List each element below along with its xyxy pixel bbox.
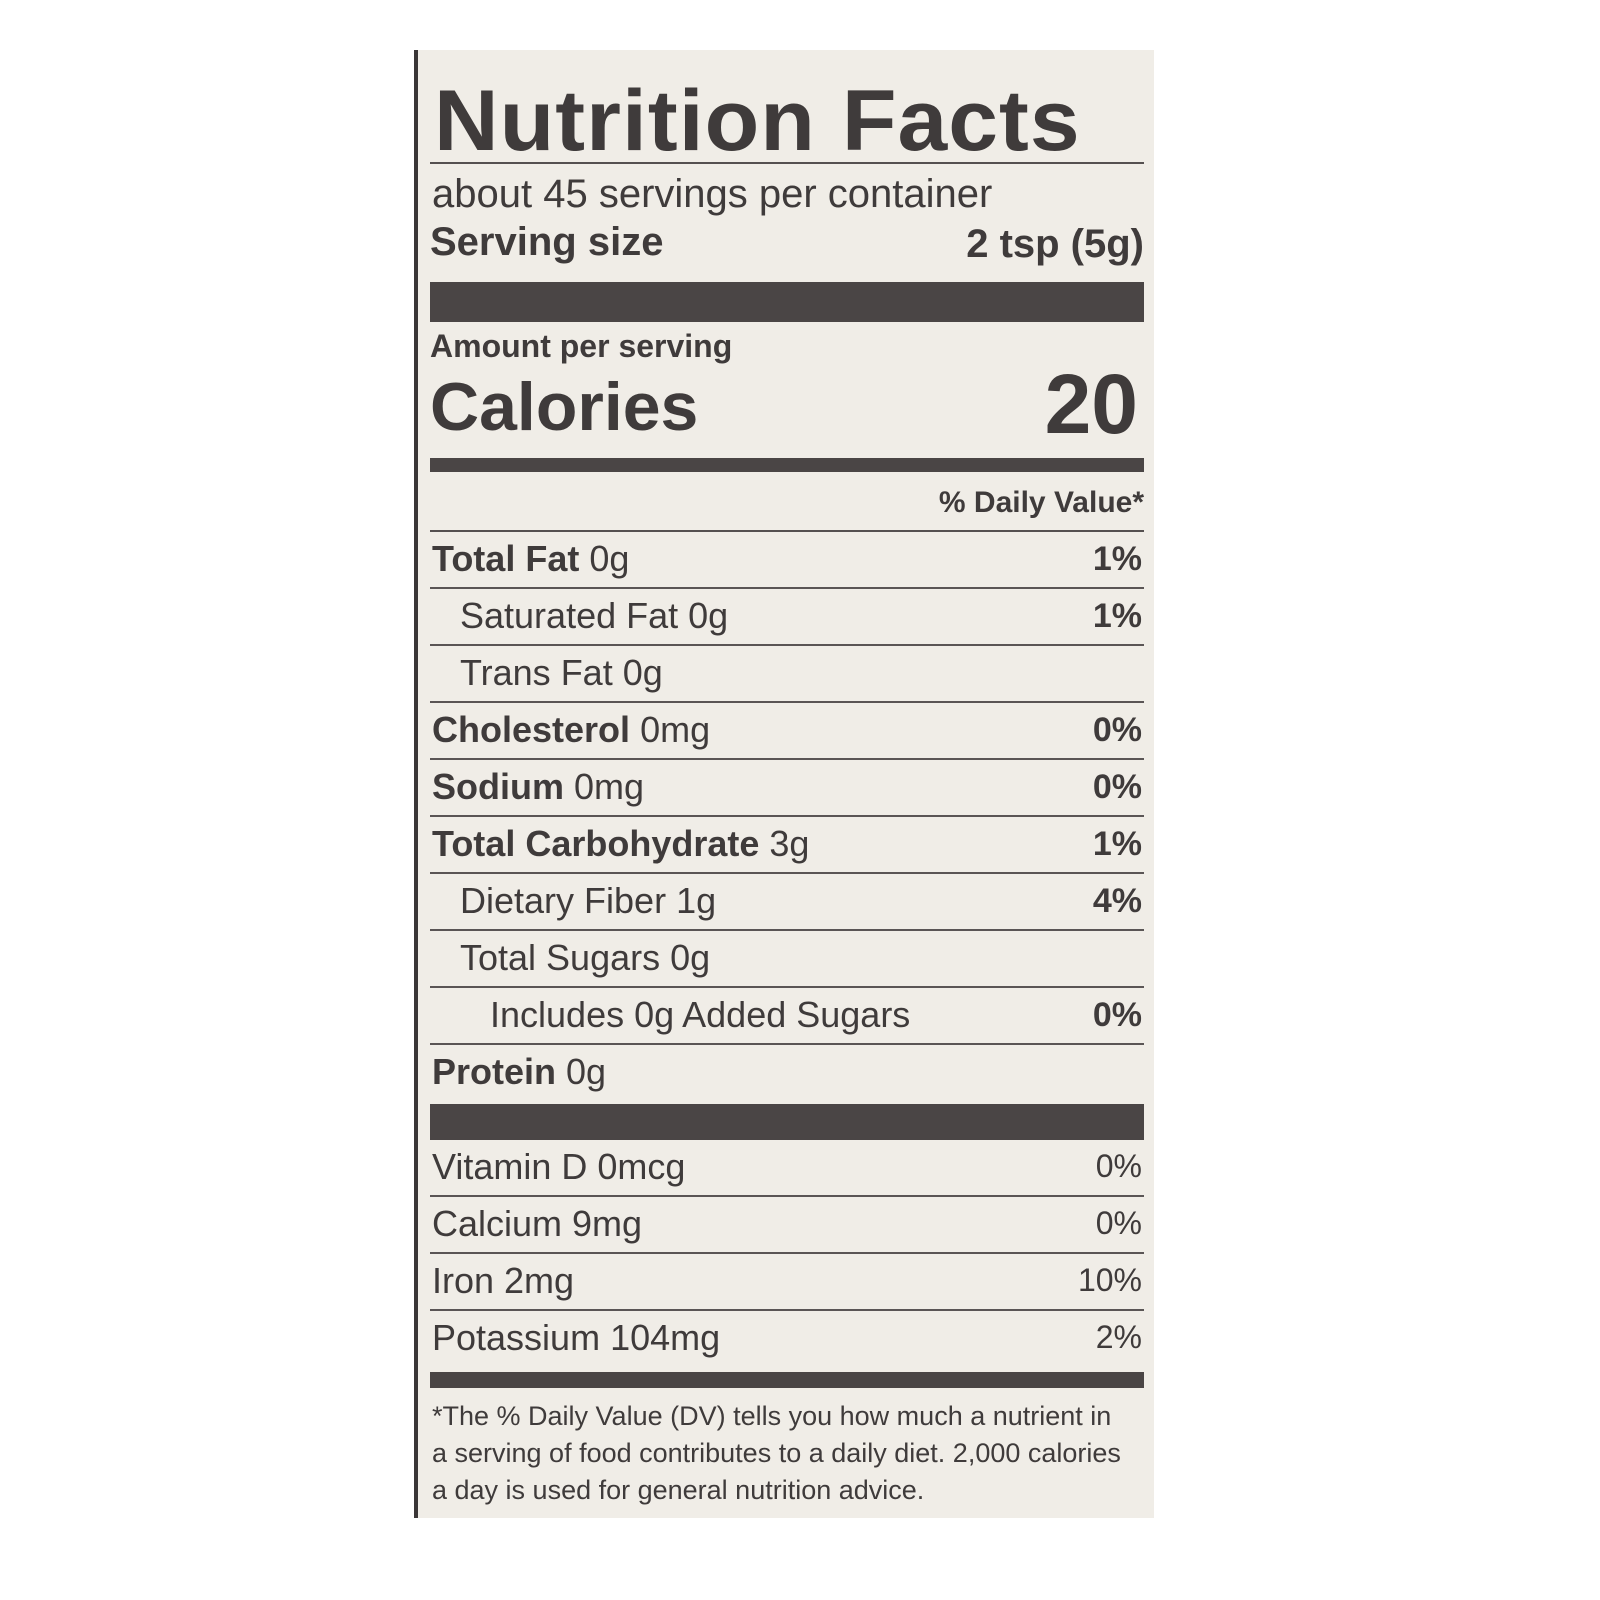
nutrient-label: Trans Fat bbox=[460, 652, 613, 693]
calories-value: 20 bbox=[1044, 357, 1138, 451]
thick-divider bbox=[430, 282, 1144, 322]
nutrient-amount: 0g bbox=[688, 595, 729, 636]
nutrient-name: Protein 0g bbox=[432, 1051, 606, 1093]
nutrient-name: Sodium 0mg bbox=[432, 766, 644, 808]
vitamin-daily-value: 0% bbox=[1095, 1148, 1142, 1184]
nutrient-amount: 0g bbox=[589, 538, 630, 579]
nutrient-row: Total Carbohydrate 3g 1% bbox=[430, 817, 1144, 874]
nutrient-row: Dietary Fiber 1g 4% bbox=[430, 874, 1144, 931]
nutrient-label: Dietary Fiber bbox=[460, 880, 667, 921]
serving-size-label: Serving size bbox=[430, 220, 664, 264]
footnote: *The % Daily Value (DV) tells you how mu… bbox=[432, 1401, 1121, 1505]
nutrient-name: Total Fat 0g bbox=[432, 538, 629, 580]
nutrient-daily-value: 0% bbox=[1092, 711, 1142, 749]
nutrient-amount: 0mg bbox=[574, 766, 645, 807]
serving-size-value: 2 tsp (5g) bbox=[966, 222, 1144, 266]
nutrient-name: Total Carbohydrate 3g bbox=[432, 823, 809, 865]
nutrient-label: Saturated Fat bbox=[460, 595, 679, 636]
medium-divider bbox=[430, 458, 1144, 472]
nutrient-amount: 0g bbox=[566, 1051, 607, 1092]
vitamin-row: Iron 2mg 10% bbox=[430, 1254, 1144, 1311]
nutrient-name: Trans Fat 0g bbox=[460, 652, 663, 694]
nutrient-label: Total Fat bbox=[432, 538, 580, 579]
vitamin-name: Potassium 104mg bbox=[432, 1317, 721, 1358]
nutrient-label: Protein bbox=[432, 1051, 557, 1092]
nutrient-row: Total Fat 0g 1% bbox=[430, 532, 1144, 589]
nutrient-row: Trans Fat 0g bbox=[430, 646, 1144, 703]
vitamin-name: Vitamin D 0mcg bbox=[432, 1146, 686, 1187]
nutrient-label: Sodium bbox=[432, 766, 564, 807]
nutrient-daily-value: 4% bbox=[1092, 882, 1142, 920]
calories-label: Calories bbox=[430, 369, 699, 445]
nutrient-amount: 0g bbox=[670, 937, 711, 978]
nutrient-daily-value: 0% bbox=[1092, 996, 1142, 1034]
nutrient-daily-value: 0% bbox=[1092, 768, 1142, 806]
nutrient-label: Cholesterol bbox=[432, 709, 631, 750]
nutrient-row: Total Sugars 0g bbox=[430, 931, 1144, 988]
nutrient-amount: 3g bbox=[769, 823, 810, 864]
divider bbox=[430, 162, 1144, 164]
nutrient-daily-value: 1% bbox=[1092, 540, 1142, 578]
nutrient-row: Includes 0g Added Sugars 0% bbox=[430, 988, 1144, 1045]
amount-per-serving: Amount per serving bbox=[430, 328, 733, 364]
nutrient-label: Total Carbohydrate bbox=[432, 823, 760, 864]
nutrient-daily-value: 1% bbox=[1092, 825, 1142, 863]
vitamin-name: Iron 2mg bbox=[432, 1260, 575, 1301]
vitamin-name: Calcium 9mg bbox=[432, 1203, 643, 1244]
nutrition-facts-label: Nutrition Facts about 45 servings per co… bbox=[414, 50, 1154, 1518]
nutrient-name: Dietary Fiber 1g bbox=[460, 880, 716, 922]
nutrient-row: Sodium 0mg 0% bbox=[430, 760, 1144, 817]
nutrient-daily-value: 1% bbox=[1092, 597, 1142, 635]
nutrient-amount: 0mg bbox=[640, 709, 711, 750]
servings-per-container: about 45 servings per container bbox=[432, 172, 993, 216]
nutrient-row: Cholesterol 0mg 0% bbox=[430, 703, 1144, 760]
nutrient-label: Includes 0g Added Sugars bbox=[490, 994, 911, 1035]
label-title: Nutrition Facts bbox=[434, 73, 1081, 169]
vitamin-row: Vitamin D 0mcg 0% bbox=[430, 1140, 1144, 1197]
thick-divider bbox=[430, 1372, 1144, 1388]
nutrient-name: Total Sugars 0g bbox=[460, 937, 710, 979]
daily-value-header: % Daily Value* bbox=[938, 486, 1144, 519]
thick-divider bbox=[430, 1104, 1144, 1140]
nutrient-label: Total Sugars bbox=[460, 937, 661, 978]
nutrient-name: Saturated Fat 0g bbox=[460, 595, 728, 637]
vitamin-row: Potassium 104mg 2% bbox=[430, 1311, 1144, 1368]
nutrient-row: Protein 0g bbox=[430, 1045, 1144, 1102]
nutrient-amount: 0g bbox=[622, 652, 663, 693]
vitamin-daily-value: 10% bbox=[1077, 1262, 1142, 1298]
vitamin-daily-value: 0% bbox=[1095, 1205, 1142, 1241]
nutrient-amount: 1g bbox=[676, 880, 717, 921]
nutrient-name: Includes 0g Added Sugars bbox=[490, 994, 910, 1036]
vitamin-row: Calcium 9mg 0% bbox=[430, 1197, 1144, 1254]
nutrient-row: Saturated Fat 0g 1% bbox=[430, 589, 1144, 646]
divider bbox=[430, 530, 1144, 532]
vitamin-daily-value: 2% bbox=[1095, 1319, 1142, 1355]
nutrient-name: Cholesterol 0mg bbox=[432, 709, 710, 751]
